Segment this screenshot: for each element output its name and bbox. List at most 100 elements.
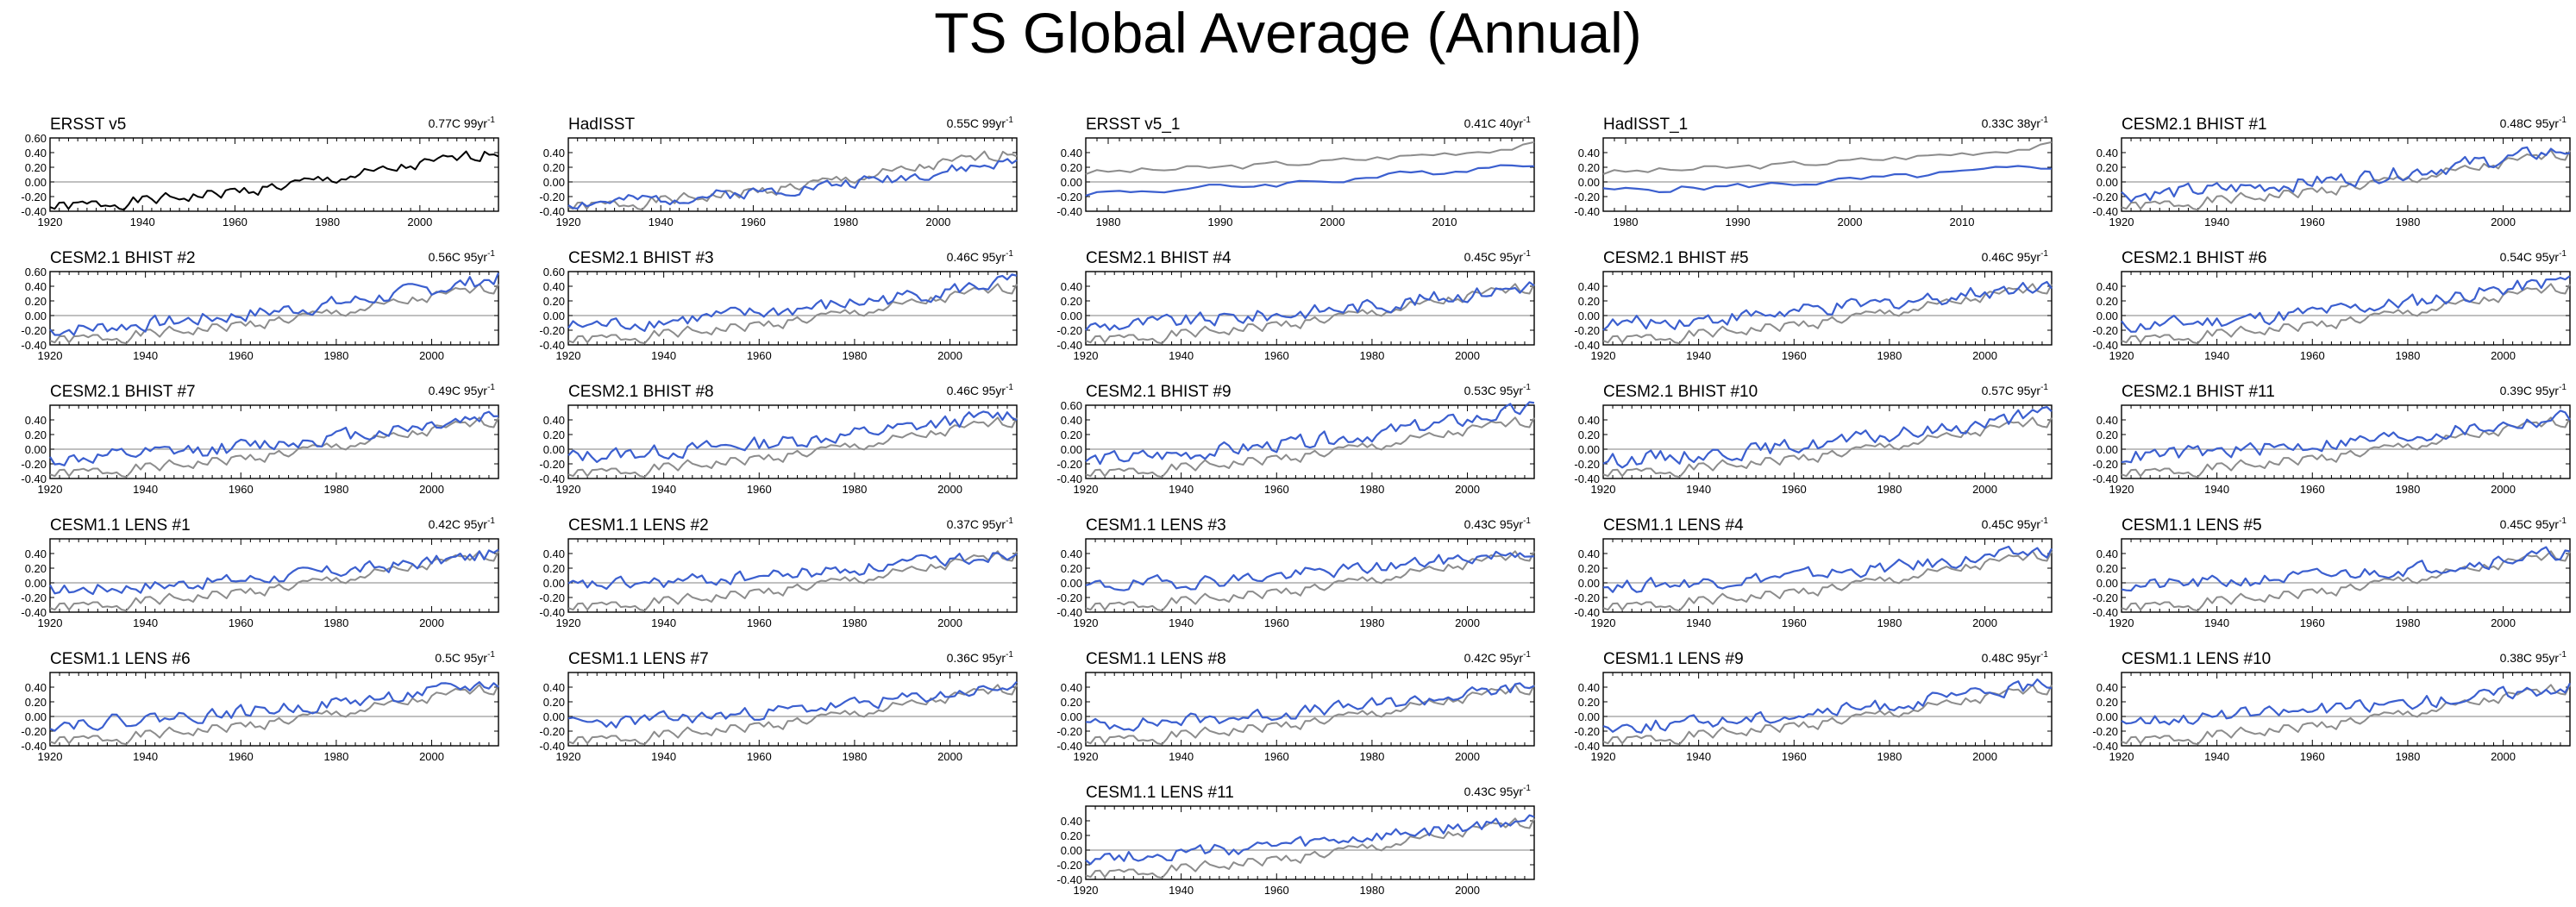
x-tick-label: 1960 [1264, 349, 1289, 362]
y-tick-label: -0.20 [1574, 725, 1600, 738]
series-line-ersst-v5 [1602, 141, 2053, 175]
plot-frame [1602, 538, 2053, 613]
x-tick-label: 1940 [649, 216, 674, 228]
y-tick-label: -0.20 [1574, 191, 1600, 203]
y-tick-label: 0.40 [25, 547, 47, 560]
x-tick-label: 1920 [2109, 349, 2134, 362]
series-line-cesm2-1-bhist-5 [1602, 280, 2053, 331]
trend-value: 0.45C 95yr [1464, 250, 1524, 264]
series-line-cesm2-1-bhist-9 [1085, 401, 1535, 466]
y-tick-label: 0.20 [1061, 161, 1082, 174]
x-tick-label: 2000 [419, 616, 444, 629]
series-line-ersst-v5 [567, 684, 1018, 746]
x-tick-label: 2000 [937, 349, 962, 362]
y-tick-label: -0.40 [539, 472, 565, 485]
x-tick-label: 2000 [2491, 216, 2516, 228]
trend-value: 0.54C 95yr [2500, 250, 2560, 264]
y-tick-label: -0.40 [1056, 606, 1082, 619]
x-tick-label: 1920 [2109, 616, 2134, 629]
panel-title: CESM2.1 BHIST #11 [2122, 383, 2275, 401]
series-line-ersst-v5 [2121, 149, 2571, 211]
y-tick-label: -0.40 [1056, 339, 1082, 352]
panel-cesm2-1-bhist-4: -0.40 -0.20 0.00 0.20 0.40 1920 1940 1960 1980 20… [1056, 249, 1535, 362]
y-tick-label: -0.20 [21, 591, 47, 604]
trend-unit-sup: -1 [2559, 650, 2567, 660]
plot-frame [1085, 404, 1535, 479]
y-tick-label: -0.40 [1056, 205, 1082, 218]
y-tick-label: 0.40 [1061, 815, 1082, 828]
x-tick-label: 1960 [1264, 884, 1289, 897]
series-line-cesm1-1-lens-2 [567, 552, 1018, 591]
y-tick-label: 0.20 [2097, 696, 2118, 709]
x-tick-label: 2000 [1455, 750, 1480, 763]
panel-title: HadISST_1 [1603, 116, 1688, 134]
x-tick-label: 1980 [1877, 483, 1902, 496]
x-tick-label: 2000 [1972, 750, 1997, 763]
panel-title: CESM2.1 BHIST #7 [50, 383, 196, 401]
x-tick-label: 1980 [323, 483, 348, 496]
plot-frame [1602, 404, 2053, 479]
x-tick-label: 1960 [1782, 616, 1807, 629]
panel-cesm1-1-lens-10: -0.40 -0.20 0.000.20 0.40 1920 1940 1960 1980 20… [2092, 650, 2571, 763]
y-tick-label: -0.40 [21, 606, 47, 619]
panel-title: CESM1.1 LENS #3 [1086, 516, 1226, 535]
series-line-ersst-v5 [1085, 283, 1535, 345]
series-line-cesm1-1-lens-6 [49, 680, 499, 732]
x-tick-label: 1940 [2204, 216, 2229, 228]
y-tick-label: 0.00 [1578, 443, 1600, 456]
x-tick-label: 1960 [1264, 483, 1289, 496]
series-line-ersst-v5 [1085, 416, 1535, 479]
series-line-cesm1-1-lens-5 [2121, 546, 2571, 592]
trend-label: 0.45C 95yr-1 [2500, 516, 2567, 531]
panel-cesm1-1-lens-7: -0.40 -0.20 0.000.20 0.40 1920 1940 1960 1980 20… [539, 650, 1018, 763]
series-line-ersst-v5 [2121, 684, 2571, 746]
y-tick-label: -0.20 [21, 725, 47, 738]
y-tick-label: 0.40 [1061, 547, 1082, 560]
plot-frame [567, 672, 1018, 747]
series-line-ersst-v5 [1085, 684, 1535, 746]
series-line-hadisst [567, 158, 1018, 210]
y-tick-label: 0.00 [1061, 577, 1082, 590]
panel-title: CESM2.1 BHIST #10 [1603, 383, 1758, 401]
y-tick-label: 0.00 [1061, 310, 1082, 322]
y-tick-label: -0.20 [21, 458, 47, 471]
y-tick-label: -0.40 [539, 205, 565, 218]
x-tick-label: 1940 [133, 616, 158, 629]
trend-unit-sup: -1 [2040, 516, 2048, 526]
trend-value: 0.36C 95yr [947, 651, 1006, 665]
y-tick-label: -0.20 [1574, 591, 1600, 604]
series-line-hadisst-1 [1602, 165, 2053, 193]
y-tick-label: 0.00 [1578, 310, 1600, 322]
y-tick-label: 0.00 [25, 710, 47, 723]
y-tick-label: 0.60 [25, 132, 47, 145]
series-line-cesm2-1-bhist-1 [2121, 146, 2571, 203]
x-tick-label: 1920 [556, 483, 581, 496]
series-line-ersst-v5 [49, 283, 499, 345]
panel-title: HadISST [568, 116, 635, 134]
y-tick-label: -0.40 [21, 740, 47, 753]
x-tick-label: 1960 [747, 616, 772, 629]
x-tick-label: 1920 [38, 750, 63, 763]
plot-frame [567, 271, 1018, 346]
y-tick-label: 0.40 [1061, 280, 1082, 293]
trend-label: 0.56C 95yr-1 [429, 249, 496, 264]
y-tick-label: -0.40 [1574, 472, 1600, 485]
x-tick-label: 1940 [651, 750, 676, 763]
y-tick-label: 0.00 [25, 577, 47, 590]
trend-label: 0.42C 95yr-1 [429, 516, 496, 531]
plot-frame [49, 137, 499, 212]
y-tick-label: 0.40 [1578, 147, 1600, 160]
trend-unit-sup: -1 [1523, 249, 1531, 259]
x-tick-label: 1940 [133, 483, 158, 496]
trend-unit-sup: -1 [1006, 516, 1013, 526]
plot-frame [49, 672, 499, 747]
trend-unit-sup: -1 [1523, 650, 1531, 660]
panel-hadisst-1: -0.40 -0.20 0.00 0.200.40 1980 1990 2000 2010 Ha… [1574, 116, 2053, 228]
y-tick-label: 0.40 [1061, 414, 1082, 427]
y-tick-label: 0.40 [2097, 147, 2118, 160]
panel-title: CESM1.1 LENS #7 [568, 650, 709, 668]
panel-cesm2-1-bhist-9: -0.40-0.20 0.00 0.200.40 0.60 1920 1940 1960 19… [1056, 383, 1535, 496]
plot-frame [1602, 672, 2053, 747]
y-tick-label: 0.40 [2097, 280, 2118, 293]
